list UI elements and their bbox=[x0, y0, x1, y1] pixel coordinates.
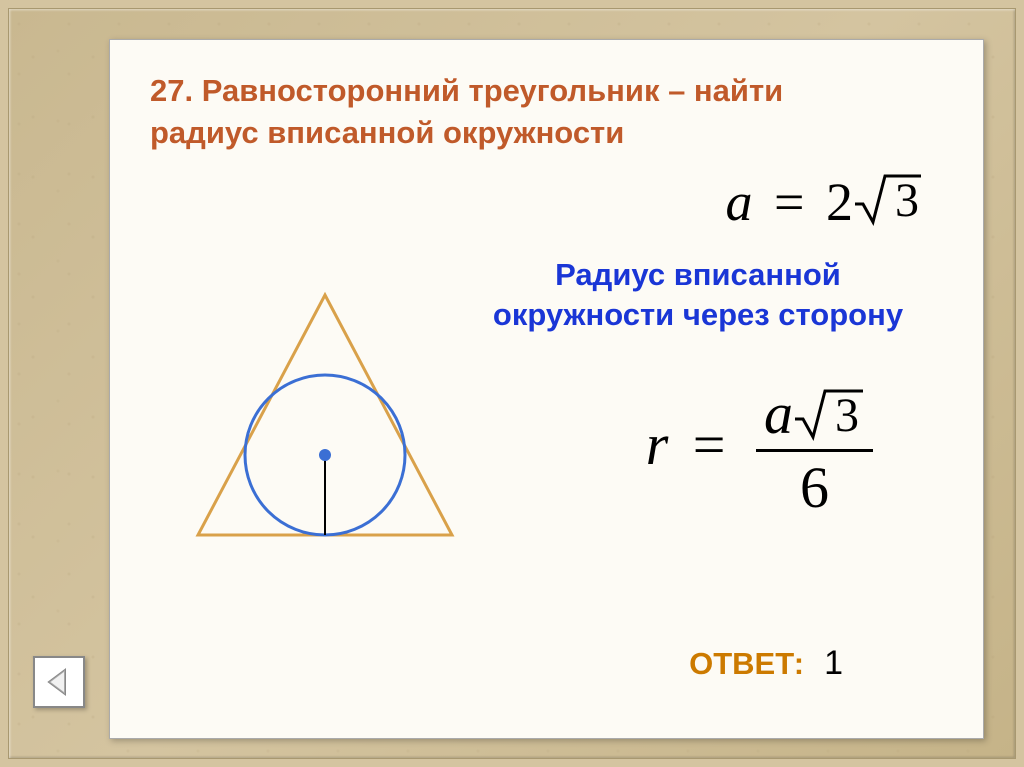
answer-row: ОТВЕТ: 1 bbox=[689, 644, 843, 683]
given-radicand: 3 bbox=[895, 174, 919, 226]
diagram-svg bbox=[180, 285, 470, 555]
denominator: 6 bbox=[756, 452, 873, 521]
title-line1: Равносторонний треугольник – найти bbox=[202, 73, 783, 108]
geometry-diagram bbox=[180, 285, 470, 560]
problem-title: 27. Равносторонний треугольник – найти р… bbox=[150, 70, 943, 154]
sqrt-icon-small: 3 bbox=[793, 385, 865, 441]
answer-label: ОТВЕТ: bbox=[689, 646, 804, 682]
given-variable: a bbox=[726, 172, 753, 232]
numerator-radicand: 3 bbox=[835, 389, 859, 441]
arrow-left-icon bbox=[43, 666, 75, 698]
numerator-var: a bbox=[764, 381, 793, 446]
given-coefficient: 2 bbox=[826, 172, 853, 232]
subtitle-line1: Радиус вписанной bbox=[555, 257, 841, 292]
center-dot bbox=[319, 449, 331, 461]
equals-sign: = bbox=[774, 172, 804, 232]
problem-number: 27. bbox=[150, 73, 193, 108]
textured-border: 27. Равносторонний треугольник – найти р… bbox=[8, 8, 1016, 759]
subtitle-line2: окружности через сторону bbox=[493, 297, 903, 332]
formula-equals: = bbox=[693, 412, 726, 477]
title-line2: радиус вписанной окружности bbox=[150, 115, 624, 150]
formula-lhs: r bbox=[646, 412, 669, 477]
sqrt-icon: 3 bbox=[853, 170, 923, 226]
slide-outer-frame: 27. Равносторонний треугольник – найти р… bbox=[0, 0, 1024, 767]
content-panel: 27. Равносторонний треугольник – найти р… bbox=[109, 39, 984, 739]
back-button[interactable] bbox=[33, 656, 85, 708]
given-equation: a = 2 3 bbox=[726, 170, 923, 233]
answer-value: 1 bbox=[824, 644, 843, 683]
subtitle: Радиус вписанной окружности через сторон… bbox=[458, 255, 938, 336]
inradius-formula: r = a 3 6 bbox=[646, 380, 873, 521]
fraction: a 3 6 bbox=[756, 380, 873, 521]
numerator: a 3 bbox=[756, 380, 873, 452]
